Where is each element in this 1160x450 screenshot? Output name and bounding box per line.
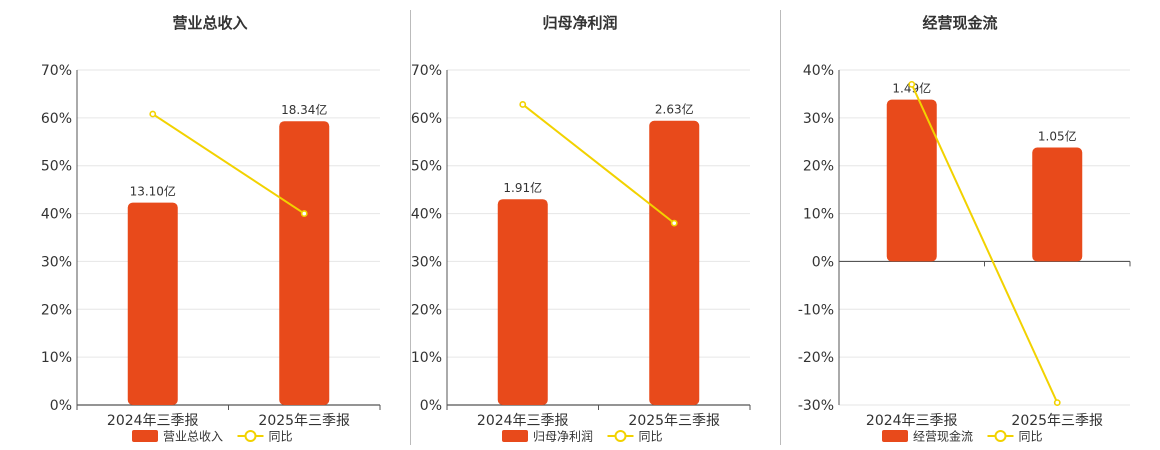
bar: [649, 120, 700, 405]
bar-data-label: 18.34亿: [281, 102, 327, 117]
legend-bar-swatch: [882, 430, 908, 442]
panel-divider: [410, 10, 411, 445]
chart-title: 经营现金流: [922, 14, 997, 32]
y-tick-label: 50%: [411, 159, 442, 175]
x-category-label: 2024年三季报: [477, 413, 569, 429]
x-category-label: 2025年三季报: [628, 413, 720, 429]
bar-data-label: 13.10亿: [130, 184, 176, 199]
bar-data-label: 2.63亿: [655, 102, 694, 117]
legend-label: 营业总收入: [163, 430, 223, 444]
bar-data-label: 1.05亿: [1038, 129, 1077, 144]
legend-label: 同比: [269, 430, 293, 444]
legend-bar-swatch: [502, 430, 528, 442]
bar: [1032, 147, 1083, 262]
legend-label: 归母净利润: [533, 430, 593, 444]
y-tick-label: 10%: [411, 350, 442, 366]
bar: [497, 199, 548, 405]
legend-label: 同比: [1019, 430, 1043, 444]
x-category-label: 2025年三季报: [258, 413, 350, 429]
x-category-label: 2024年三季报: [866, 413, 958, 429]
y-tick-label: 0%: [420, 398, 442, 414]
line-point: [670, 219, 678, 227]
bar: [886, 99, 937, 262]
y-tick-label: 0%: [812, 254, 834, 270]
bar-data-label: 1.49亿: [892, 81, 931, 96]
y-tick-label: 50%: [41, 159, 72, 175]
line-point: [1053, 399, 1061, 407]
y-tick-label: 30%: [41, 254, 72, 270]
bar: [279, 121, 330, 405]
legend-label: 经营现金流: [913, 429, 973, 444]
y-tick-label: -10%: [798, 302, 834, 318]
panel-divider: [780, 10, 781, 445]
legend-line-marker: [244, 430, 257, 442]
legend-line-marker: [614, 430, 627, 442]
y-tick-label: 0%: [50, 398, 72, 414]
line-series: [152, 113, 305, 215]
line-point: [519, 101, 527, 108]
y-tick-label: 10%: [803, 207, 834, 223]
y-tick-label: -30%: [798, 398, 834, 414]
bar: [127, 202, 178, 405]
x-category-label: 2025年三季报: [1011, 413, 1103, 429]
chart-panel: 经营现金流 -30% -20% -10% 0% 10% 20% 30% 40% 2024年三季报 2…: [798, 14, 1131, 444]
y-tick-label: 40%: [803, 63, 834, 79]
y-tick-label: 40%: [411, 207, 442, 223]
line-point: [908, 80, 916, 88]
y-tick-label: 20%: [803, 159, 834, 175]
y-tick-label: 60%: [41, 111, 72, 127]
y-tick-label: 60%: [411, 111, 442, 127]
legend-label: 同比: [639, 430, 663, 444]
chart-panel: 归母净利润 0% 10% 20% 30% 40% 50% 60% 70% 2024年三季报 2025…: [411, 14, 751, 444]
line-series: [910, 83, 1059, 404]
bar-data-label: 1.91亿: [503, 180, 542, 195]
chart-title: 营业总收入: [172, 14, 247, 32]
chart-title: 归母净利润: [542, 14, 617, 32]
y-tick-label: -20%: [798, 350, 834, 366]
line-point: [149, 110, 157, 118]
y-tick-label: 10%: [41, 350, 72, 366]
y-tick-label: 70%: [411, 63, 442, 79]
line-point: [300, 210, 308, 217]
x-category-label: 2024年三季报: [107, 413, 199, 429]
y-tick-label: 20%: [411, 302, 442, 318]
y-tick-label: 70%: [41, 63, 72, 79]
legend-line-marker: [994, 430, 1007, 442]
y-tick-label: 30%: [411, 254, 442, 270]
chart-panel: 营业总收入 0% 10% 20% 30% 40% 50% 60% 70% 2024年三季报 2025…: [41, 14, 381, 444]
y-tick-label: 20%: [41, 302, 72, 318]
y-tick-label: 40%: [41, 207, 72, 223]
legend-bar-swatch: [132, 430, 158, 442]
y-tick-label: 30%: [803, 111, 834, 127]
line-series: [522, 103, 675, 224]
